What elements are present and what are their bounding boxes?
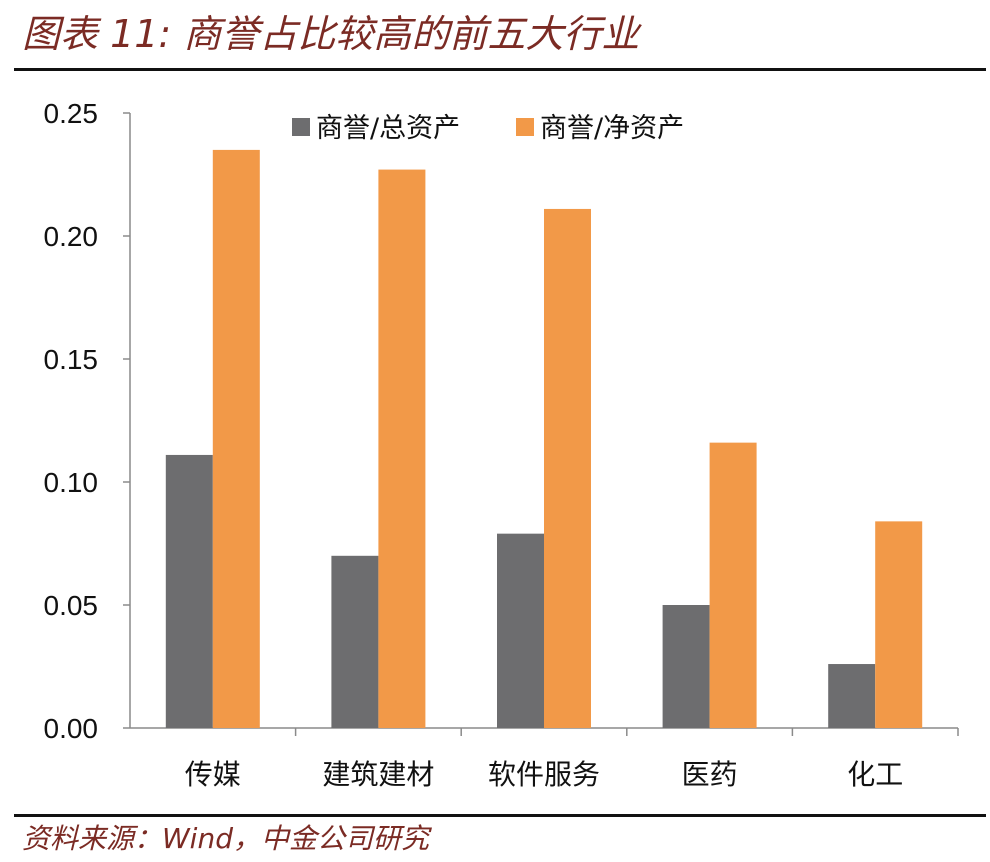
y-tick-label: 0.15 — [44, 344, 99, 375]
x-category-label: 医药 — [682, 758, 738, 791]
bar-goodwill-total-assets — [828, 664, 876, 728]
bar-goodwill-total-assets — [662, 605, 710, 728]
chart-bars — [165, 149, 923, 728]
title-divider — [14, 68, 986, 71]
bar-goodwill-total-assets — [331, 555, 379, 728]
y-tick-label: 0.25 — [44, 98, 99, 129]
bar-goodwill-net-assets — [544, 208, 591, 728]
legend-swatch — [292, 118, 310, 136]
y-tick-label: 0.05 — [44, 590, 99, 621]
bar-goodwill-net-assets — [378, 169, 426, 728]
bar-chart: 0.00 0.05 0.10 0.15 0.20 0.25 传媒 建筑建材 软件服务 医药 化工 商… — [44, 98, 959, 791]
y-tick-label: 0.00 — [44, 713, 99, 744]
chart-labels: 0.00 0.05 0.10 0.15 0.20 0.25 传媒 建筑建材 软件服务 医药 化工 — [44, 98, 904, 791]
bar-goodwill-total-assets — [497, 533, 544, 728]
x-category-label: 建筑建材 — [322, 758, 434, 791]
bar-goodwill-total-assets — [165, 454, 213, 728]
chart-legend: 商誉/总资产 商誉/净资产 — [292, 113, 684, 144]
x-category-label: 软件服务 — [488, 758, 600, 791]
bar-goodwill-net-assets — [875, 521, 923, 728]
legend-swatch — [516, 118, 534, 136]
x-category-label: 传媒 — [185, 758, 241, 791]
source-note: 资料来源：Wind，中金公司研究 — [22, 822, 429, 855]
legend-label: 商誉/总资产 — [316, 113, 460, 144]
page-title: 图表 11: 商誉占比较高的前五大行业 — [22, 12, 640, 56]
y-tick-label: 0.20 — [44, 221, 99, 252]
bar-goodwill-net-assets — [212, 149, 260, 728]
legend-label: 商誉/净资产 — [540, 113, 684, 144]
x-category-label: 化工 — [847, 758, 903, 791]
y-tick-label: 0.10 — [44, 467, 99, 498]
footer-divider — [14, 814, 986, 817]
bar-goodwill-net-assets — [709, 442, 757, 728]
